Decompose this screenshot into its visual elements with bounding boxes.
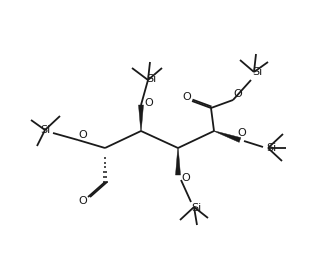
Polygon shape — [138, 105, 144, 131]
Text: O: O — [238, 128, 246, 138]
Polygon shape — [214, 131, 241, 142]
Text: O: O — [234, 89, 242, 99]
Text: O: O — [145, 98, 153, 108]
Text: Si: Si — [146, 74, 156, 84]
Text: O: O — [182, 173, 190, 183]
Text: Si: Si — [191, 203, 201, 213]
Text: O: O — [182, 92, 191, 102]
Text: Si: Si — [40, 125, 50, 135]
Text: Si: Si — [252, 67, 262, 77]
Text: O: O — [78, 196, 87, 206]
Polygon shape — [175, 148, 181, 175]
Text: O: O — [78, 130, 87, 140]
Text: Si: Si — [266, 143, 276, 153]
